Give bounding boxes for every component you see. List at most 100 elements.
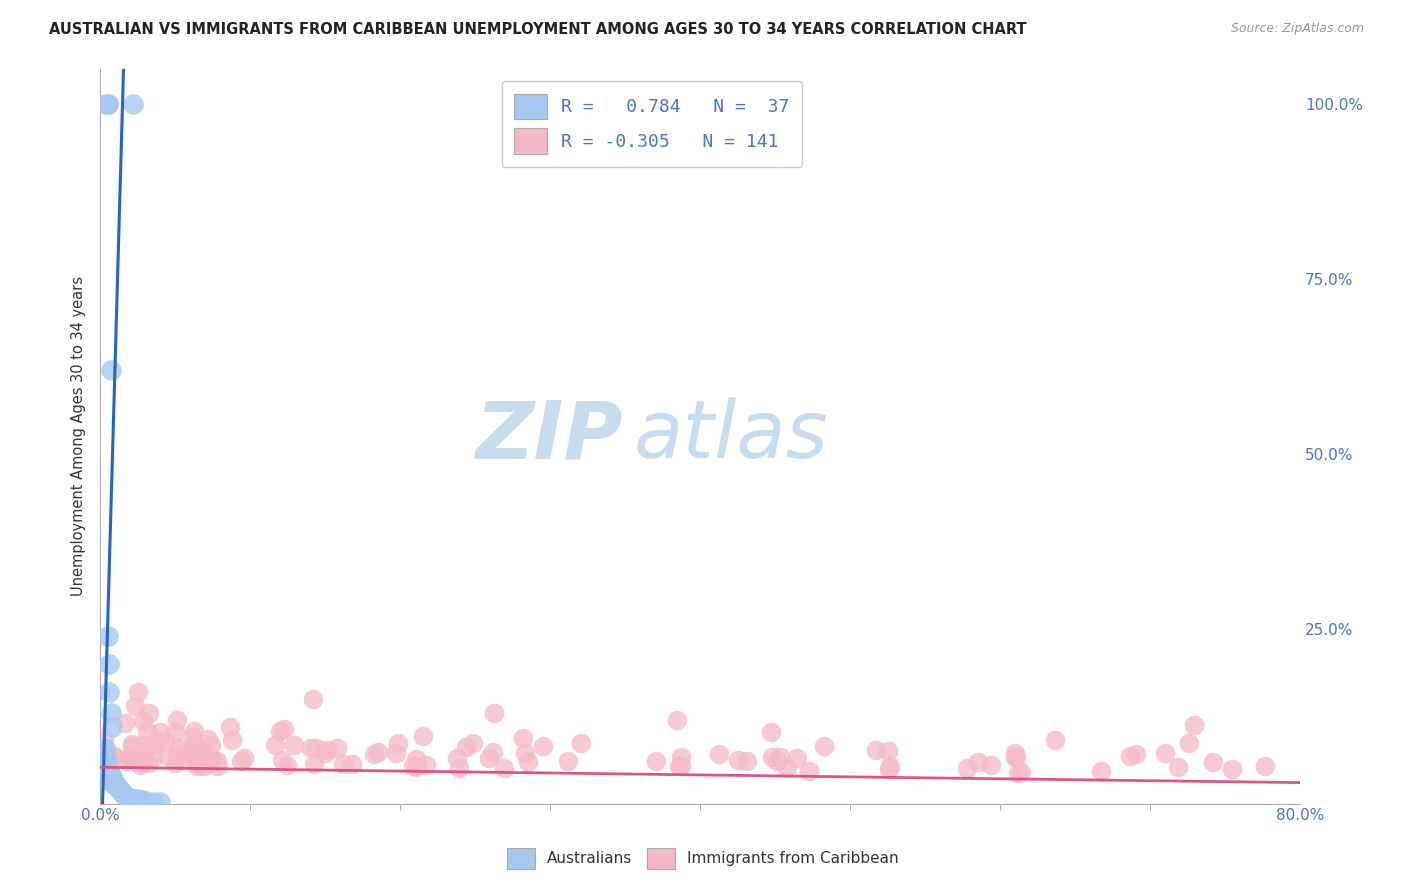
Point [114, 715, 136, 730]
Point [1004, 750, 1026, 764]
Point [492, 761, 515, 775]
Point [299, 741, 322, 756]
Point [91, 740, 114, 755]
Point [98, 684, 121, 698]
Point [132, 745, 155, 759]
Point [517, 755, 540, 769]
Point [709, 747, 731, 761]
Point [401, 758, 423, 772]
Point [569, 736, 592, 750]
Point [967, 755, 990, 769]
Point [461, 736, 484, 750]
Point [122, 96, 145, 111]
Point [141, 750, 163, 764]
Point [97, 755, 120, 769]
Point [166, 713, 188, 727]
Point [120, 791, 142, 805]
Point [865, 743, 887, 757]
Point [111, 786, 134, 800]
Point [121, 739, 143, 754]
Point [665, 713, 688, 727]
Point [273, 722, 295, 736]
Point [115, 789, 138, 804]
Point [96, 755, 118, 769]
Point [174, 745, 197, 759]
Point [645, 754, 668, 768]
Point [142, 738, 165, 752]
Point [405, 760, 427, 774]
Point [786, 751, 808, 765]
Point [149, 795, 172, 809]
Point [122, 791, 145, 805]
Point [1005, 750, 1028, 764]
Point [219, 720, 242, 734]
Point [264, 738, 287, 752]
Point [221, 733, 243, 747]
Point [181, 730, 204, 744]
Point [200, 752, 222, 766]
Point [98, 762, 121, 776]
Point [456, 740, 478, 755]
Point [100, 362, 122, 376]
Point [761, 750, 783, 764]
Point [138, 756, 160, 770]
Point [340, 756, 363, 771]
Point [1119, 748, 1142, 763]
Point [363, 747, 385, 761]
Point [415, 757, 437, 772]
Point [100, 706, 122, 720]
Point [759, 725, 782, 739]
Point [97, 96, 120, 111]
Point [110, 784, 132, 798]
Point [142, 795, 165, 809]
Point [668, 758, 690, 772]
Point [103, 749, 125, 764]
Point [482, 745, 505, 759]
Point [132, 752, 155, 766]
Point [93, 747, 115, 761]
Point [198, 756, 221, 771]
Point [183, 747, 205, 761]
Point [177, 747, 200, 761]
Point [478, 751, 501, 765]
Point [193, 759, 215, 773]
Point [94, 755, 117, 769]
Point [167, 747, 190, 761]
Point [91, 745, 114, 759]
Point [387, 736, 409, 750]
Point [98, 769, 121, 783]
Point [484, 706, 506, 721]
Point [735, 754, 758, 768]
Point [197, 732, 219, 747]
Point [108, 782, 131, 797]
Point [93, 740, 115, 755]
Point [167, 741, 190, 756]
Point [186, 756, 208, 771]
Point [1153, 746, 1175, 760]
Point [1220, 762, 1243, 776]
Text: atlas: atlas [634, 397, 828, 475]
Point [136, 724, 159, 739]
Point [271, 753, 294, 767]
Point [1167, 759, 1189, 773]
Point [269, 724, 291, 739]
Point [207, 759, 229, 773]
Point [301, 691, 323, 706]
Point [120, 750, 142, 764]
Point [97, 96, 120, 111]
Point [131, 793, 153, 807]
Point [97, 629, 120, 643]
Point [138, 706, 160, 720]
Point [276, 757, 298, 772]
Point [100, 769, 122, 783]
Point [446, 751, 468, 765]
Point [813, 739, 835, 753]
Point [447, 761, 470, 775]
Point [120, 748, 142, 763]
Point [1010, 765, 1032, 780]
Point [205, 754, 228, 768]
Point [93, 731, 115, 745]
Point [1254, 758, 1277, 772]
Point [148, 736, 170, 750]
Point [104, 775, 127, 789]
